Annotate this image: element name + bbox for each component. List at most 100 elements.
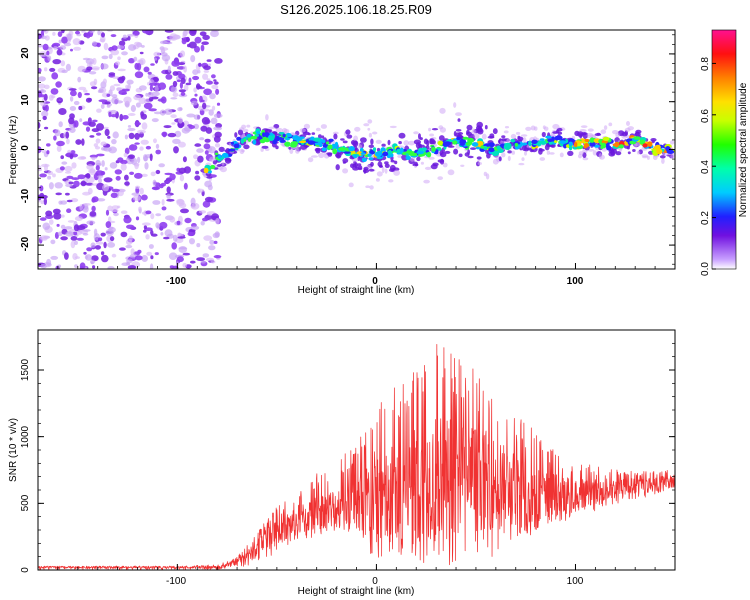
spectrogram-noise-blob: [153, 138, 157, 144]
spectrogram-noise-blob: [38, 200, 44, 203]
spectrogram-noise-blob: [50, 239, 56, 245]
spectrogram-noise-blob: [123, 152, 128, 158]
spectrogram-noise-blob: [197, 188, 205, 193]
spectrogram-noise-blob: [106, 93, 111, 98]
spectrogram-ridge-blob: [203, 167, 209, 174]
spectrogram-ridge-blob: [465, 142, 473, 146]
spectrogram-noise-blob: [124, 181, 130, 186]
spectrogram-scatter-blob: [552, 131, 559, 134]
spectrogram-noise-blob: [48, 94, 54, 101]
spectrogram-noise-blob: [143, 102, 153, 110]
spectrogram-scatter-blob: [413, 131, 419, 135]
spectrogram-noise-blob: [149, 263, 154, 269]
spectrogram-noise-blob: [44, 35, 50, 41]
spectrogram-noise-blob: [206, 78, 211, 81]
spectrogram-scatter-blob: [393, 169, 400, 176]
spectrogram-noise-blob: [210, 30, 219, 38]
spectrogram-noise-blob: [166, 186, 171, 194]
spectrogram-noise-blob: [161, 206, 167, 211]
spectrogram-ridge-blob: [402, 151, 407, 156]
spectrogram-ridge-blob: [259, 139, 266, 144]
spectrogram-noise-blob: [38, 43, 43, 48]
spectrogram-scatter-blob: [556, 127, 563, 132]
spectrogram-scatter-blob: [582, 157, 589, 161]
spectrogram-noise-blob: [100, 104, 105, 109]
spectrogram-noise-blob: [91, 41, 98, 46]
spectrogram-scatter-blob: [265, 114, 269, 121]
spectrogram-noise-blob: [111, 45, 118, 51]
spectrogram-scatter-blob: [501, 135, 506, 139]
spectrogram-scatter-blob: [484, 125, 488, 130]
spectrogram-noise-blob: [39, 173, 47, 178]
spectrogram-ridge-blob: [520, 142, 528, 146]
spectrogram-noise-blob: [59, 166, 65, 171]
spectrogram-noise-blob: [73, 180, 80, 187]
spectrogram-noise-blob: [98, 88, 104, 93]
spectrogram-noise-blob: [199, 31, 207, 36]
spectrogram-scatter-blob: [430, 164, 438, 170]
spectrogram-noise-blob: [203, 88, 213, 96]
spectrogram-noise-blob: [196, 257, 206, 261]
spectrogram-scatter-blob: [510, 133, 517, 140]
spectrogram-noise-blob: [108, 146, 117, 154]
spectrogram-scatter-blob: [365, 185, 371, 188]
snr-plot-area: [38, 343, 675, 570]
spectrogram-noise-blob: [56, 223, 60, 227]
spectrogram-noise-blob: [98, 237, 103, 242]
spectrogram-noise-blob: [117, 56, 121, 61]
spectrogram-ridge-blob: [290, 144, 297, 148]
spectrogram-noise-blob: [107, 242, 116, 248]
spectrogram-noise-blob: [128, 235, 133, 242]
spectrogram-noise-blob: [165, 74, 173, 80]
spectrogram-noise-blob: [133, 56, 138, 62]
spectrogram-ridge-blob: [246, 133, 252, 138]
spectrogram-scatter-blob: [473, 133, 480, 140]
spectrogram-ridge-blob: [214, 152, 219, 156]
spectrogram-noise-blob: [96, 42, 101, 48]
spectrogram-ridge-blob: [563, 143, 567, 149]
spectrogram-noise-blob: [207, 146, 216, 154]
spectrogram-scatter-blob: [501, 152, 506, 158]
spectrogram-scatter-blob: [275, 127, 283, 133]
spectrogram-scatter-blob: [397, 154, 403, 158]
spectrogram-noise-blob: [210, 117, 218, 125]
spectrogram-scatter-blob: [424, 166, 432, 170]
spectrogram-scatter-blob: [369, 185, 374, 190]
spectrogram-noise-blob: [127, 35, 131, 41]
spectrogram-ridge-blob: [528, 140, 532, 147]
spectrogram-noise-blob: [154, 252, 159, 256]
spectrogram-noise-blob: [58, 200, 63, 205]
spectrogram-noise-blob: [111, 138, 117, 145]
spectrogram-noise-blob: [141, 194, 148, 201]
colorbar-gradient: [711, 29, 737, 270]
spectrogram-scatter-blob: [646, 155, 650, 160]
spectrogram-noise-blob: [125, 84, 132, 89]
spectrogram-scatter-blob: [612, 130, 619, 135]
spectrogram-noise-blob: [91, 86, 98, 90]
spectrogram-noise-blob: [193, 114, 201, 120]
spectrogram-noise-blob: [141, 45, 145, 48]
spectrogram-noise-blob: [176, 256, 184, 263]
spectrogram-noise-blob: [102, 78, 107, 85]
spectrogram-noise-blob: [152, 200, 161, 205]
spectrogram-noise-blob: [178, 246, 188, 253]
spectrogram-scatter-blob: [206, 176, 213, 179]
spectrogram-noise-blob: [182, 156, 187, 163]
spectrogram-noise-blob: [204, 196, 214, 203]
spectrogram-ridge-blob: [230, 141, 235, 145]
spectrogram-scatter-blob: [332, 131, 339, 135]
spectrogram-ytick-label: -10: [20, 188, 31, 203]
spectrogram-scatter-blob: [525, 126, 532, 131]
snr-series-line: [38, 343, 675, 570]
spectrogram-noise-blob: [187, 231, 194, 237]
spectrogram-noise-blob: [39, 235, 49, 240]
spectrogram-scatter-blob: [367, 119, 373, 124]
spectrogram-noise-blob: [124, 134, 128, 140]
spectrogram-noise-blob: [149, 84, 153, 92]
spectrogram-noise-blob: [68, 117, 75, 125]
spectrogram-noise-blob: [211, 74, 216, 79]
snr-frame: [37, 329, 676, 571]
spectrogram-noise-blob: [181, 127, 190, 134]
spectrogram-noise-blob: [210, 260, 216, 264]
spectrogram-ridge-blob: [314, 142, 321, 146]
